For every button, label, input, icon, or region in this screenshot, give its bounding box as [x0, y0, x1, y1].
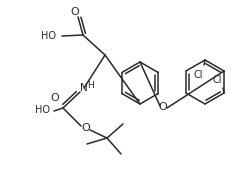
Text: N: N: [80, 83, 88, 93]
Text: H: H: [88, 80, 94, 89]
Text: HO: HO: [41, 31, 56, 41]
Text: Cl: Cl: [193, 70, 203, 80]
Text: O: O: [159, 102, 167, 112]
Text: O: O: [82, 123, 90, 133]
Text: O: O: [51, 93, 59, 103]
Text: O: O: [71, 7, 79, 17]
Text: HO: HO: [35, 105, 50, 115]
Text: Cl: Cl: [212, 75, 222, 85]
